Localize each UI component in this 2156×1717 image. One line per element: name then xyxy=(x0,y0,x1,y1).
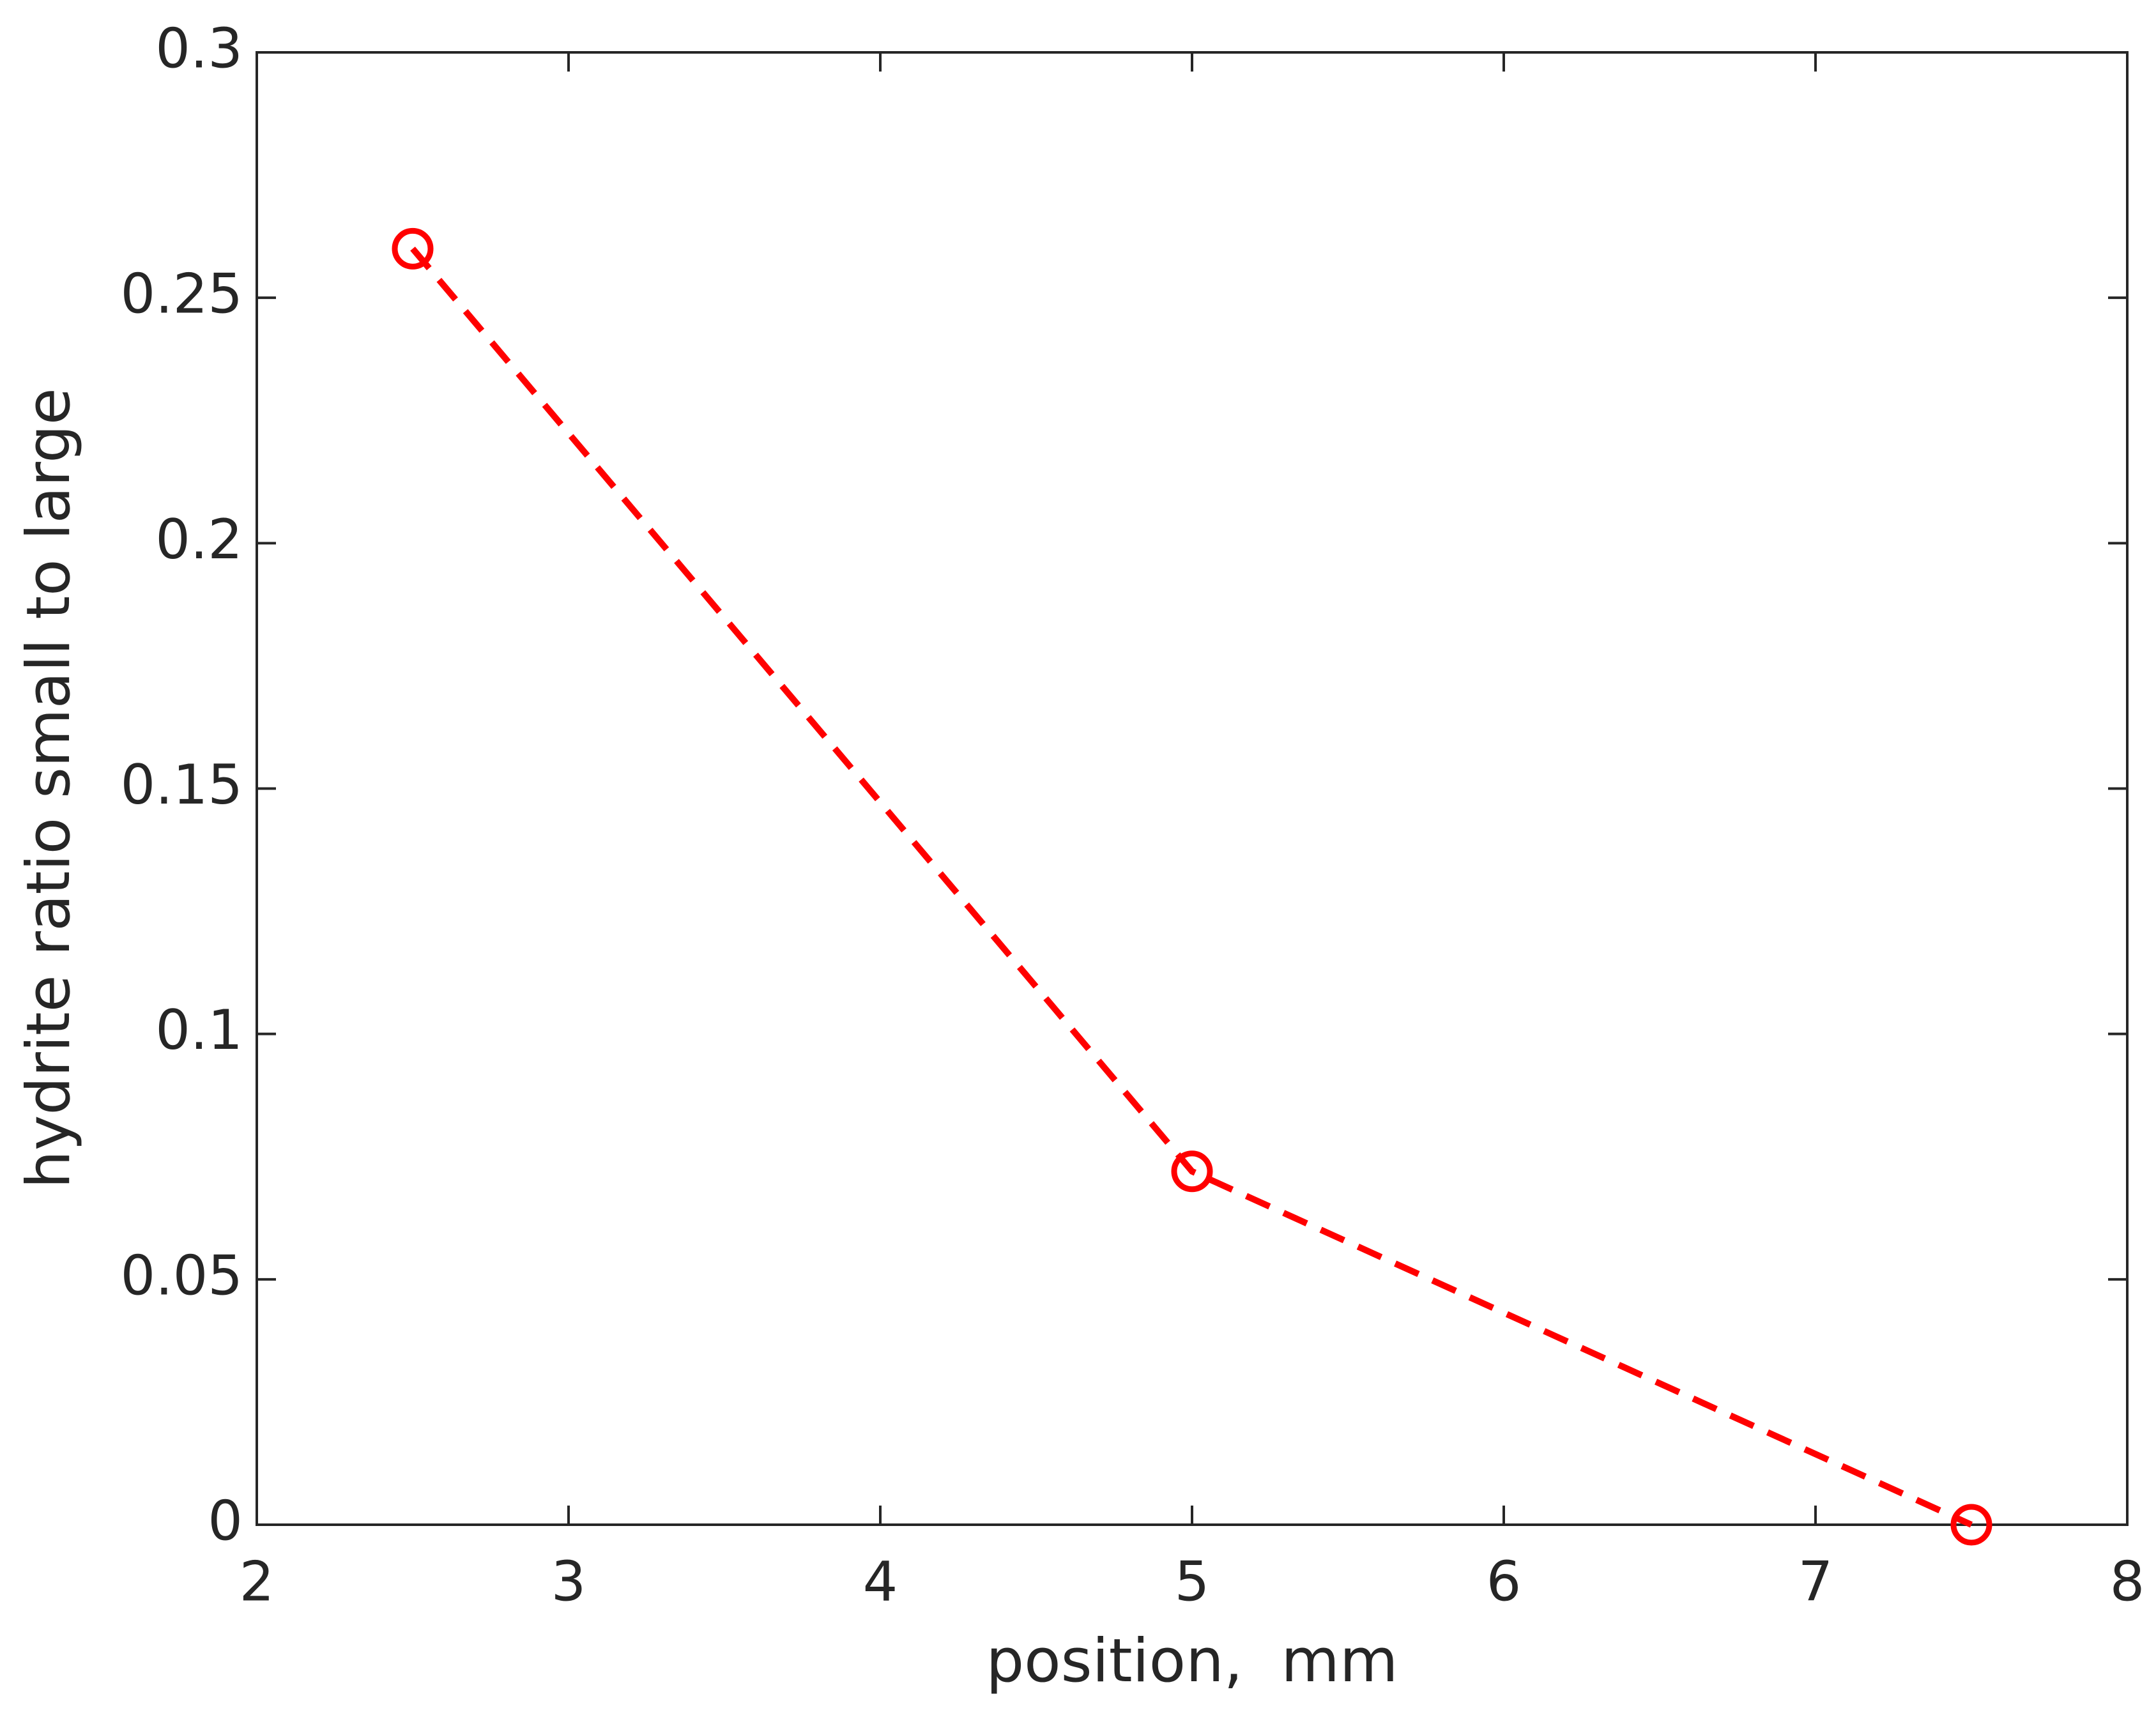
y-tick-label: 0 xyxy=(208,1489,243,1553)
x-axis-label: position, mm xyxy=(986,1626,1398,1696)
x-tick-label: 6 xyxy=(1487,1550,1522,1614)
point-marker xyxy=(1171,1150,1213,1193)
x-tick-label: 8 xyxy=(2110,1550,2145,1614)
y-tick-label: 0.15 xyxy=(121,753,243,817)
axes-box xyxy=(256,51,2129,1526)
y-tick-label: 0.1 xyxy=(155,998,243,1062)
y-tick-label: 0.25 xyxy=(121,263,243,326)
x-tick-label: 5 xyxy=(1175,1550,1210,1614)
x-tick-label: 4 xyxy=(863,1550,898,1614)
x-tick-label: 7 xyxy=(1798,1550,1833,1614)
x-tick-label: 3 xyxy=(551,1550,586,1614)
y-tick-label: 0.2 xyxy=(155,508,243,572)
y-tick-label: 0.3 xyxy=(155,17,243,80)
point-marker xyxy=(392,227,434,270)
point-marker xyxy=(1950,1504,1992,1546)
y-tick-label: 0.05 xyxy=(121,1244,243,1308)
y-axis-label: hydrite ratio small to large xyxy=(14,388,84,1189)
series-line xyxy=(410,247,1973,1528)
x-tick-label: 2 xyxy=(240,1550,275,1614)
